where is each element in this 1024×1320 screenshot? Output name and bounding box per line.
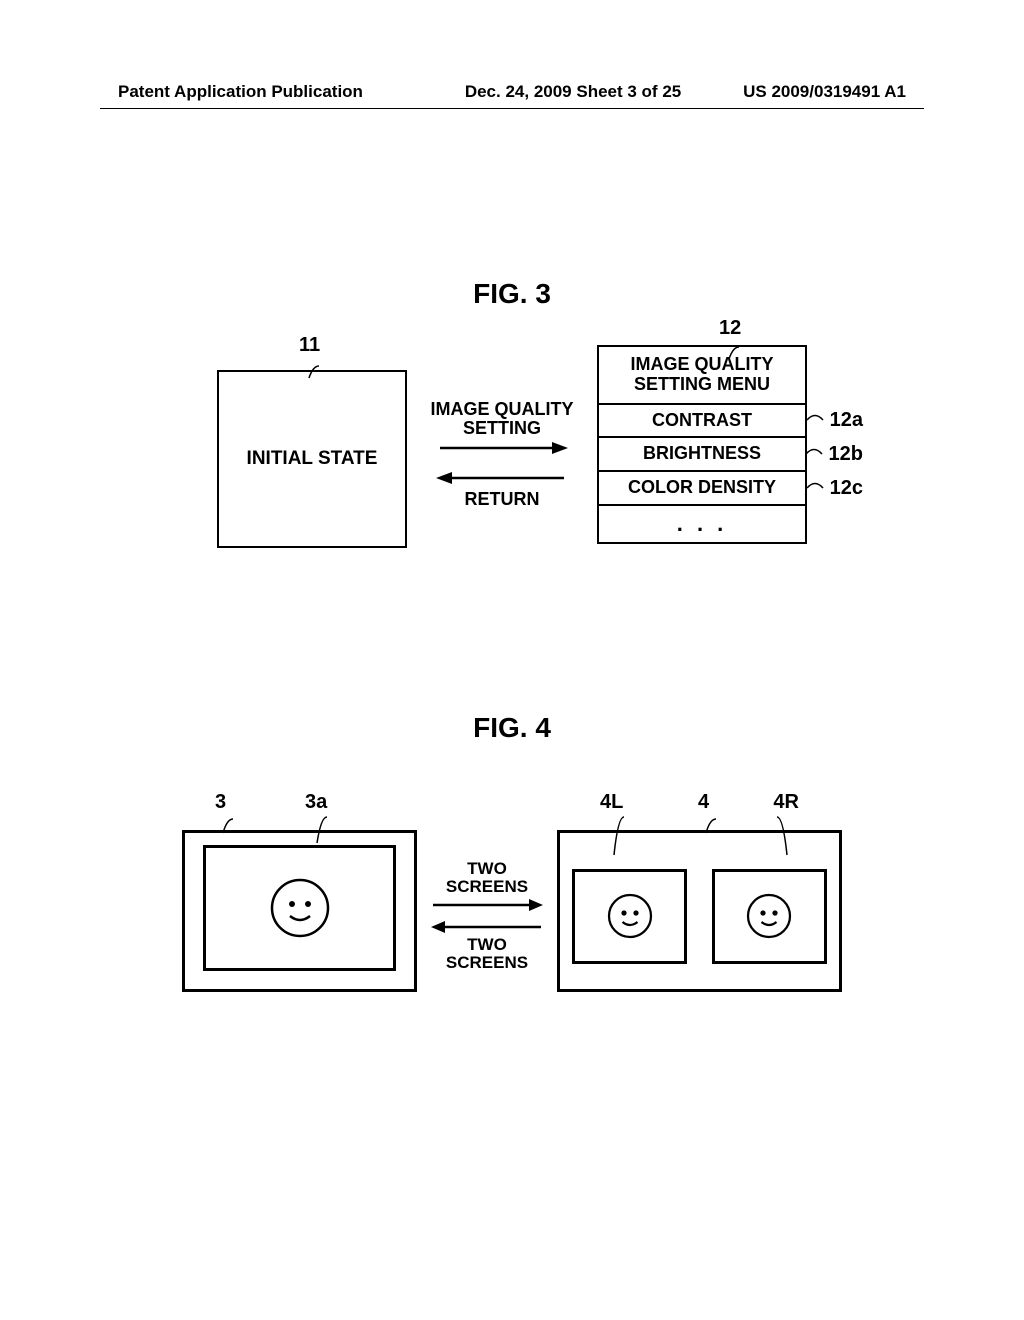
ref-4L: 4L — [600, 791, 623, 814]
ref-4L-hook — [612, 815, 626, 863]
page-header: Patent Application Publication Dec. 24, … — [118, 82, 906, 102]
arrow-left-icon — [427, 920, 547, 934]
menu-item-brightness: BRIGHTNESS 12b — [599, 438, 805, 472]
ref-12: 12 — [719, 317, 741, 340]
back-arrow-label: RETURN — [407, 490, 597, 509]
ref-11-hook — [307, 360, 321, 386]
ref-4R-hook — [775, 815, 789, 863]
smiley-icon — [264, 872, 336, 944]
arrow-right-icon — [432, 440, 572, 456]
ref-4: 4 — [698, 791, 709, 814]
initial-state-text: INITIAL STATE — [247, 448, 378, 470]
header-center: Dec. 24, 2009 Sheet 3 of 25 — [465, 82, 681, 102]
ref-12a: 12a — [806, 409, 863, 431]
dual-screen-left — [572, 869, 687, 964]
ref-3-hook — [221, 815, 235, 841]
menu-item-label: BRIGHTNESS — [643, 443, 761, 463]
smiley-icon — [742, 889, 796, 943]
ref-12c: 12c — [806, 477, 863, 499]
menu-item-color-density: COLOR DENSITY 12c — [599, 472, 805, 506]
ref-3: 3 — [215, 791, 226, 814]
header-right: US 2009/0319491 A1 — [743, 82, 906, 102]
menu-item-label: COLOR DENSITY — [628, 477, 776, 497]
forward-arrow-label-4: TWO SCREENS — [417, 860, 557, 896]
ref-11: 11 — [299, 334, 320, 357]
arrow-left-icon — [432, 470, 572, 486]
fig4-arrows: TWO SCREENS TWO SCREENS — [417, 860, 557, 971]
ref-4-hook — [704, 815, 718, 841]
ref-3a: 3a — [305, 791, 327, 814]
menu-item-contrast: CONTRAST 12a — [599, 405, 805, 439]
initial-state-box: 11 INITIAL STATE — [217, 370, 407, 548]
single-screen: 3 3a — [182, 830, 417, 992]
ref-12b: 12b — [805, 443, 863, 465]
dual-screen: 4L 4 4R — [557, 830, 842, 992]
forward-arrow-label: IMAGE QUALITY SETTING — [407, 400, 597, 438]
ref-4R: 4R — [773, 791, 799, 814]
fig3-arrows: IMAGE QUALITY SETTING RETURN — [407, 400, 597, 509]
fig3-title: FIG. 3 — [0, 278, 1024, 310]
fig3-diagram: 11 INITIAL STATE IMAGE QUALITY SETTING R… — [0, 330, 1024, 548]
header-left: Patent Application Publication — [118, 82, 363, 102]
dual-screen-right — [712, 869, 827, 964]
arrow-right-icon — [427, 898, 547, 912]
back-arrow-label-4: TWO SCREENS — [417, 936, 557, 972]
menu-item-ellipsis: . . . — [599, 506, 805, 542]
menu-item-label: CONTRAST — [652, 410, 752, 430]
fig4-diagram: 3 3a TWO SCREENS TWO SCREENS — [0, 790, 1024, 992]
fig4-title: FIG. 4 — [0, 712, 1024, 744]
menu-header: IMAGE QUALITY SETTING MENU — [599, 347, 805, 405]
single-screen-inner — [203, 845, 396, 971]
header-rule — [100, 108, 924, 109]
smiley-icon — [603, 889, 657, 943]
menu-box: 12 IMAGE QUALITY SETTING MENU CONTRAST 1… — [597, 345, 807, 544]
